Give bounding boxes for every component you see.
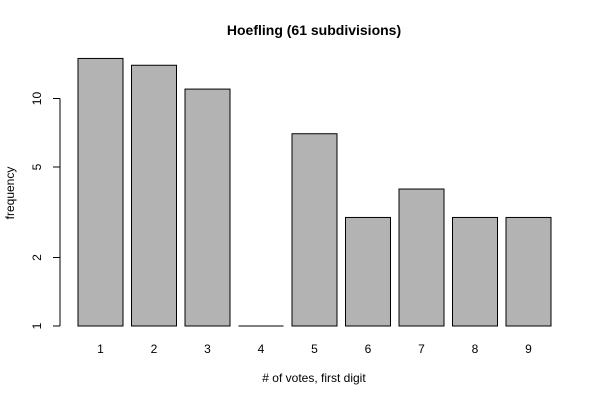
x-tick-label-7: 7 bbox=[418, 342, 425, 356]
y-tick-label-2: 2 bbox=[30, 254, 44, 261]
bar-8 bbox=[452, 216, 498, 327]
x-tick-label-9: 9 bbox=[525, 342, 532, 356]
x-tick-label-8: 8 bbox=[472, 342, 479, 356]
bar-2 bbox=[131, 64, 177, 327]
y-tick-label-5: 5 bbox=[30, 163, 44, 170]
bar-7 bbox=[398, 188, 445, 327]
bar-1 bbox=[77, 57, 124, 327]
x-axis-labels: 1 2 3 4 5 6 7 8 9 bbox=[97, 342, 532, 356]
bar-group bbox=[77, 57, 552, 327]
bar-5 bbox=[291, 133, 338, 327]
y-axis: 1 2 5 10 bbox=[30, 92, 61, 329]
x-tick-label-2: 2 bbox=[151, 342, 158, 356]
x-tick-label-1: 1 bbox=[97, 342, 104, 356]
x-tick-label-6: 6 bbox=[365, 342, 372, 356]
x-tick-label-5: 5 bbox=[311, 342, 318, 356]
x-tick-label-4: 4 bbox=[258, 342, 265, 356]
y-tick-label-1: 1 bbox=[30, 322, 44, 329]
bar-9 bbox=[505, 216, 552, 327]
bar-3 bbox=[184, 88, 231, 327]
x-tick-label-3: 3 bbox=[204, 342, 211, 356]
bar-6 bbox=[345, 216, 391, 327]
y-tick-label-10: 10 bbox=[30, 92, 44, 106]
y-axis-label: frequency bbox=[3, 167, 17, 220]
chart-title: Hoefling (61 subdivisions) bbox=[227, 22, 401, 38]
x-axis-label: # of votes, first digit bbox=[262, 371, 366, 385]
